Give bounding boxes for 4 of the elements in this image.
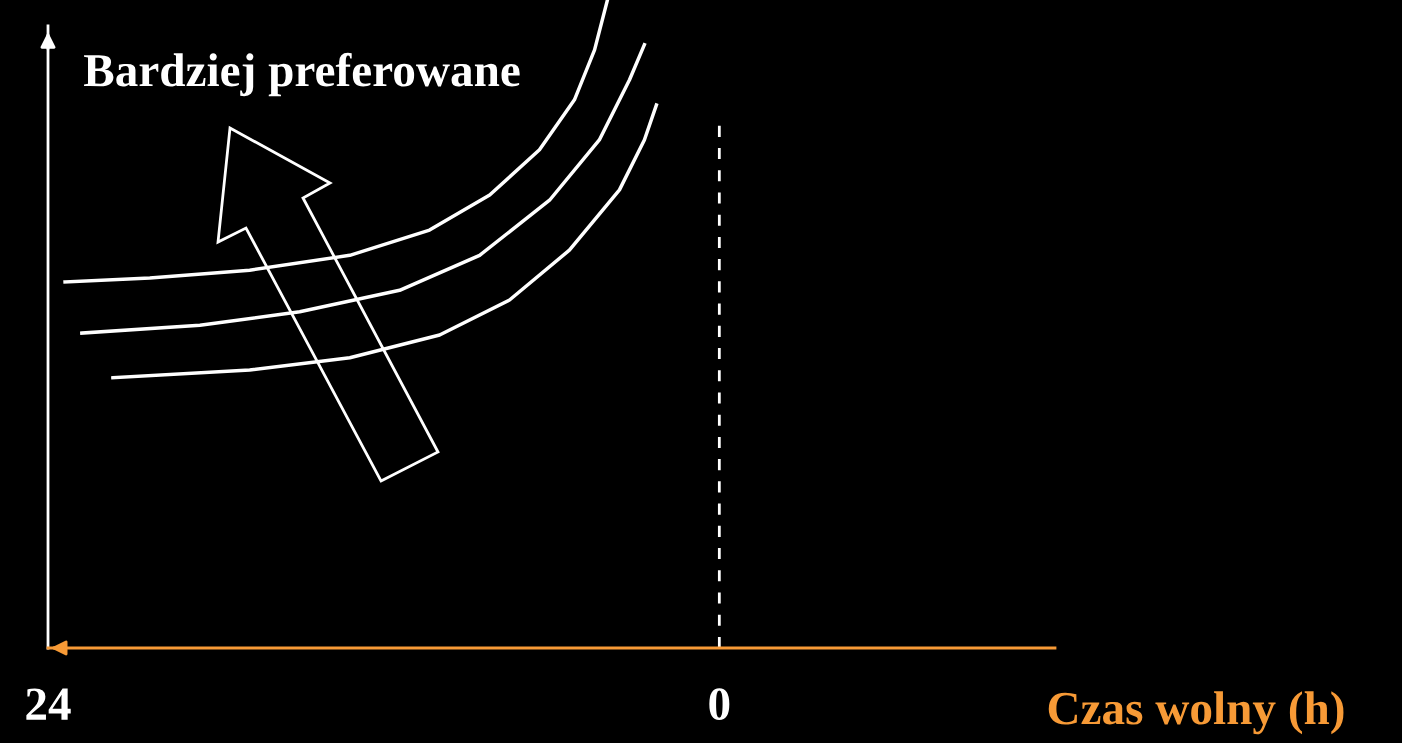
annotation: Bardziej preferowane xyxy=(84,52,520,97)
x-axis-title: Czas wolny (h) xyxy=(1048,691,1344,735)
x-tick-label: 24 xyxy=(26,688,71,720)
x-tick-label: 0 xyxy=(709,688,730,721)
